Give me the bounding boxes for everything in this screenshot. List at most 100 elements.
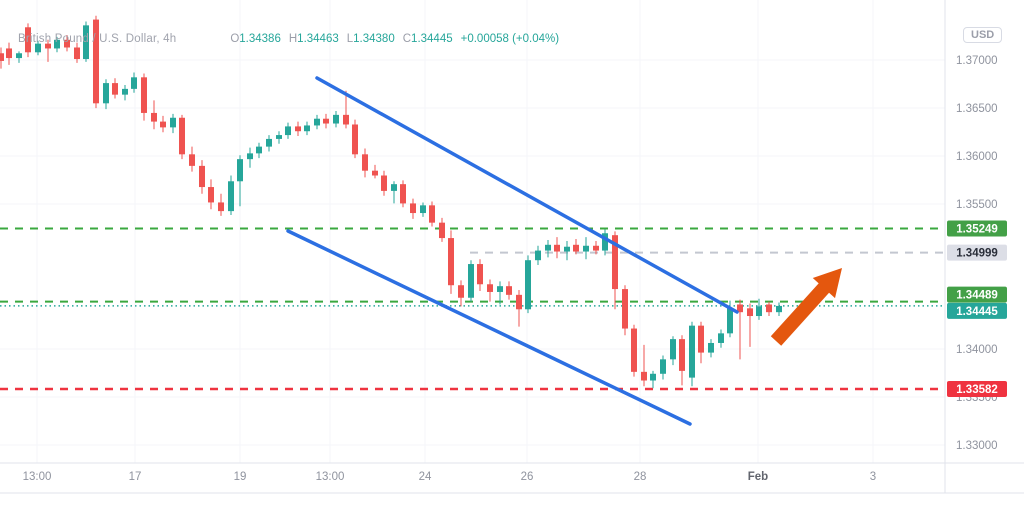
time-tick-label[interactable]: 17 (129, 471, 142, 483)
support-level-badge-label: 1.34489 (956, 290, 998, 302)
candle-up (602, 233, 608, 251)
candle-down (641, 371, 647, 381)
candle-up (122, 88, 128, 95)
candle-down (64, 39, 70, 48)
candle-down (737, 304, 743, 313)
candle-down (631, 328, 637, 372)
candle-down (0, 53, 4, 61)
mid-level-badge (947, 244, 1007, 261)
candle-down (179, 117, 185, 155)
candle-up (525, 260, 531, 310)
candle-down (93, 19, 99, 104)
candle-up (237, 159, 243, 182)
channel-lower-trendline[interactable] (286, 229, 692, 426)
candle-down (400, 184, 406, 204)
candle-down (622, 289, 628, 329)
candle-down (352, 124, 358, 155)
candle-down (141, 77, 147, 113)
candle-down (151, 112, 157, 122)
time-tick-label[interactable]: Feb (748, 471, 768, 483)
candle-down (6, 48, 12, 59)
candle-down (410, 203, 416, 214)
candle-down (573, 244, 579, 252)
candle-down (506, 286, 512, 295)
time-tick-label[interactable]: 19 (234, 471, 247, 483)
mid-level-badge-label: 1.34999 (956, 248, 998, 260)
candle-up (16, 53, 22, 59)
candle-down (189, 154, 195, 166)
candle-up (660, 359, 666, 374)
price-tick-label[interactable]: 1.34000 (956, 344, 998, 356)
candle-up (670, 339, 676, 360)
up-arrow-head[interactable] (812, 268, 842, 299)
candle-up (468, 264, 474, 298)
candle-up (727, 308, 733, 334)
currency-badge: USD (963, 27, 1003, 43)
candle-up (420, 205, 426, 214)
time-tick-label[interactable]: 24 (419, 471, 432, 483)
price-tick-label[interactable]: 1.37000 (956, 55, 998, 67)
lower-support-level-badge-label: 1.33582 (956, 384, 998, 396)
candle-down (323, 118, 329, 124)
time-tick-label[interactable]: 26 (521, 471, 534, 483)
candle-up (535, 250, 541, 261)
candle-down (747, 308, 753, 317)
up-arrow-shaft[interactable] (770, 278, 834, 346)
candle-up (54, 39, 60, 49)
candle-down (372, 170, 378, 176)
price-tick-label[interactable]: 1.36000 (956, 151, 998, 163)
candle-down (45, 43, 51, 49)
resistance-level-badge-label: 1.35249 (956, 224, 998, 236)
candle-down (295, 126, 301, 132)
candle-down (218, 202, 224, 212)
candle-up (314, 118, 320, 126)
candle-down (698, 325, 704, 353)
time-tick-label[interactable]: 28 (634, 471, 647, 483)
price-tick-label[interactable]: 1.35500 (956, 199, 998, 211)
candle-down (381, 175, 387, 191)
lower-support-level-badge (947, 380, 1007, 397)
candle-up (276, 135, 282, 139)
candle-down (766, 304, 772, 313)
time-tick-label[interactable]: 3 (870, 471, 876, 483)
price-tick-label[interactable]: 1.33000 (956, 440, 998, 452)
candle-up (497, 286, 503, 292)
candle-up (285, 126, 291, 136)
candle-down (458, 285, 464, 298)
candle-up (708, 342, 714, 353)
candle-down (612, 235, 618, 290)
price-tick-label[interactable]: 1.36500 (956, 103, 998, 115)
time-tick-label[interactable]: 13:00 (23, 471, 52, 483)
candle-down (679, 339, 685, 371)
candle-down (362, 154, 368, 171)
candle-up (83, 25, 89, 60)
candle-up (650, 373, 656, 381)
candle-down (439, 222, 445, 239)
candle-down (516, 294, 522, 310)
candle-up (545, 244, 551, 251)
candle-down (112, 83, 118, 95)
candle-up (583, 245, 589, 252)
current-price-line-badge (947, 302, 1007, 319)
candle-down (74, 47, 80, 60)
candle-up (689, 325, 695, 378)
time-tick-label[interactable]: 13:00 (316, 471, 345, 483)
candle-down (477, 264, 483, 285)
candle-up (304, 125, 310, 132)
support-level-badge (947, 286, 1007, 303)
candle-down (199, 165, 205, 188)
candle-up (103, 83, 109, 104)
candle-down (593, 245, 599, 251)
candle-up (131, 77, 137, 89)
candle-up (35, 43, 41, 53)
channel-upper-trendline[interactable] (315, 76, 739, 314)
candle-up (247, 153, 253, 160)
candle-up (333, 114, 339, 124)
candle-down (554, 244, 560, 252)
candle-down (208, 187, 214, 203)
candle-down (343, 114, 349, 125)
candle-up (776, 305, 782, 313)
candle-down (25, 27, 31, 53)
